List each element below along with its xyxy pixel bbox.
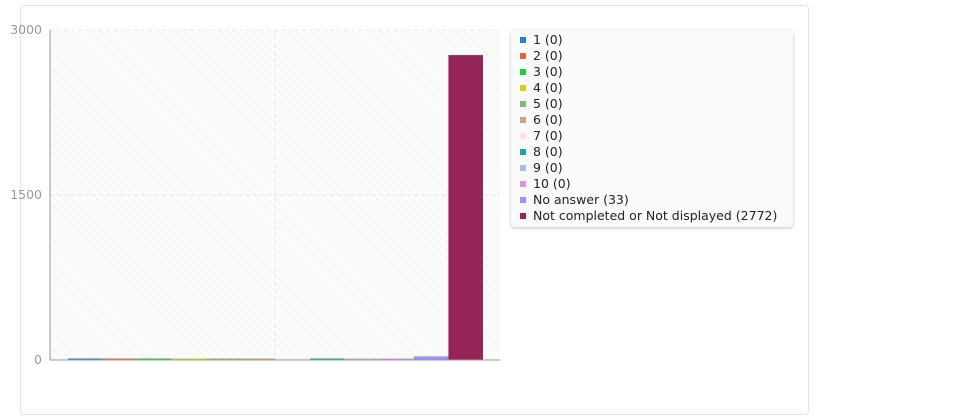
legend-swatch — [520, 85, 526, 91]
bar-2[interactable] — [102, 358, 138, 361]
legend-label: 8 (0) — [533, 144, 563, 159]
legend-label: 10 (0) — [533, 176, 571, 191]
bar-no-answer[interactable] — [413, 356, 449, 360]
bar-6[interactable] — [240, 358, 276, 361]
legend-item[interactable]: 3 (0) — [511, 64, 793, 80]
legend-label: No answer (33) — [533, 192, 629, 207]
legend-swatch — [520, 37, 526, 43]
legend-label: 5 (0) — [533, 96, 563, 111]
bar-8[interactable] — [310, 358, 345, 361]
legend-swatch — [520, 197, 526, 203]
legend-swatch — [520, 101, 526, 107]
legend-item[interactable]: 2 (0) — [511, 48, 793, 64]
legend: 1 (0) 2 (0) 3 (0) 4 (0) 5 (0) 6 (0) 7 (0) 8 (0)… — [511, 30, 793, 227]
legend-swatch — [520, 149, 526, 155]
bar-9[interactable] — [344, 358, 380, 361]
bar-4[interactable] — [171, 358, 207, 361]
legend-item[interactable]: 10 (0) — [511, 176, 793, 192]
legend-swatch — [520, 165, 526, 171]
legend-item[interactable]: 4 (0) — [511, 80, 793, 96]
legend-label: 6 (0) — [533, 112, 563, 127]
bar-not-completed-or-not-displayed[interactable] — [448, 55, 483, 361]
legend-item[interactable]: 7 (0) — [511, 128, 793, 144]
legend-label: 7 (0) — [533, 128, 563, 143]
legend-label: 1 (0) — [533, 32, 563, 47]
legend-item[interactable]: 6 (0) — [511, 112, 793, 128]
legend-swatch — [520, 53, 526, 59]
legend-label: 4 (0) — [533, 80, 563, 95]
legend-swatch — [520, 117, 526, 123]
legend-label: Not completed or Not displayed (2772) — [533, 208, 778, 223]
bar-5[interactable] — [206, 358, 241, 361]
bar-3[interactable] — [137, 358, 172, 361]
bar-7[interactable] — [275, 358, 311, 361]
legend-label: 2 (0) — [533, 48, 563, 63]
legend-item[interactable]: No answer (33) — [511, 192, 793, 208]
legend-swatch — [520, 69, 526, 75]
legend-item[interactable]: 1 (0) — [511, 32, 793, 48]
legend-label: 3 (0) — [533, 64, 563, 79]
legend-swatch — [520, 133, 526, 139]
legend-label: 9 (0) — [533, 160, 563, 175]
y-tick-label: 1500 — [10, 187, 42, 202]
bar-1[interactable] — [68, 358, 103, 361]
legend-item[interactable]: Not completed or Not displayed (2772) — [511, 208, 793, 224]
legend-swatch — [520, 213, 526, 219]
y-tick-label: 3000 — [10, 22, 42, 37]
legend-swatch — [520, 181, 526, 187]
legend-item[interactable]: 9 (0) — [511, 160, 793, 176]
legend-item[interactable]: 8 (0) — [511, 144, 793, 160]
y-tick-label: 0 — [34, 352, 42, 367]
bar-10[interactable] — [379, 358, 414, 361]
legend-item[interactable]: 5 (0) — [511, 96, 793, 112]
